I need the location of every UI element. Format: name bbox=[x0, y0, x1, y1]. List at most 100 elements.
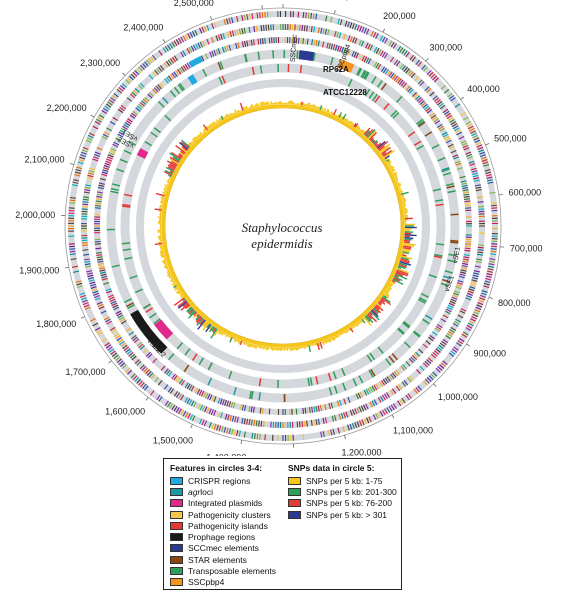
snp-bar bbox=[306, 102, 309, 107]
gene-mark bbox=[86, 177, 93, 180]
legend-swatch bbox=[170, 533, 183, 542]
snp-bar bbox=[166, 160, 177, 167]
gene-mark bbox=[143, 385, 149, 391]
gene-mark bbox=[166, 369, 171, 376]
snp-bar bbox=[182, 298, 186, 302]
gene-mark bbox=[365, 42, 369, 49]
gene-mark bbox=[442, 108, 449, 114]
gene-mark bbox=[262, 24, 265, 31]
snp-bar bbox=[377, 302, 382, 306]
snp-bar bbox=[396, 270, 408, 277]
gene-mark bbox=[173, 375, 178, 381]
coordinate-tick bbox=[488, 296, 493, 299]
gene-mark bbox=[473, 311, 480, 315]
gene-mark bbox=[471, 172, 479, 176]
gene-mark bbox=[460, 180, 467, 183]
gene-mark bbox=[258, 420, 260, 427]
snp-bar bbox=[402, 248, 411, 252]
gene-mark bbox=[246, 418, 249, 425]
snp-bar bbox=[327, 339, 331, 343]
coordinate-ticks: 1100,000200,000300,000400,000500,000600,… bbox=[15, 0, 542, 456]
snp-bar bbox=[168, 178, 171, 180]
snp-bar bbox=[174, 287, 179, 291]
gene-mark bbox=[117, 133, 124, 138]
gene-mark bbox=[132, 336, 138, 342]
gene-mark bbox=[370, 30, 375, 37]
snp-bar bbox=[394, 176, 398, 179]
gene-mark bbox=[446, 114, 453, 120]
gene-mark bbox=[206, 407, 210, 414]
gene-mark bbox=[220, 426, 224, 433]
snp-bar bbox=[244, 107, 247, 111]
gene-mark bbox=[171, 72, 176, 79]
gene-mark bbox=[488, 265, 495, 268]
snp-bar bbox=[318, 342, 321, 347]
gene-mark bbox=[365, 28, 370, 35]
gene-mark bbox=[372, 31, 377, 38]
legend-label: loci bbox=[200, 486, 214, 497]
gene-mark bbox=[211, 422, 215, 429]
snp-bar bbox=[361, 318, 366, 324]
snp-bar bbox=[158, 241, 163, 244]
gene-mark bbox=[313, 406, 316, 413]
legend-label: CRISPR regions bbox=[188, 475, 251, 486]
coordinate-tick bbox=[425, 57, 429, 62]
snp-bar bbox=[362, 317, 365, 321]
feature-mark bbox=[123, 149, 132, 155]
gene-mark bbox=[365, 388, 370, 395]
snp-bar bbox=[389, 285, 392, 288]
gene-mark bbox=[354, 37, 358, 44]
gene-mark bbox=[76, 285, 83, 289]
gene-mark bbox=[237, 42, 240, 49]
feature-mark bbox=[169, 90, 177, 98]
snp-bar bbox=[154, 208, 163, 211]
snp-bar bbox=[397, 183, 401, 186]
snp-bar bbox=[180, 150, 185, 155]
snp-bar bbox=[389, 165, 393, 169]
snp-bar bbox=[262, 101, 265, 106]
tick-label: 2,200,000 bbox=[47, 103, 87, 113]
gene-mark bbox=[486, 179, 494, 182]
gene-mark bbox=[436, 323, 443, 329]
gene-mark bbox=[333, 30, 337, 38]
legend-label: SNPs per 5 kb: 76-200 bbox=[306, 498, 392, 509]
snp-bar bbox=[180, 295, 184, 298]
gene-mark bbox=[118, 86, 124, 92]
feature-mark bbox=[333, 385, 338, 394]
gene-mark bbox=[362, 404, 367, 411]
snp-bar bbox=[366, 313, 373, 320]
features-legend-list: CRISPR regions agr loci Integrated plasmid… bbox=[170, 475, 276, 588]
gene-mark bbox=[118, 360, 124, 366]
gene-mark bbox=[347, 21, 350, 28]
snp-bar bbox=[401, 254, 407, 257]
gene-mark bbox=[248, 13, 251, 20]
gene-mark bbox=[426, 88, 432, 93]
snp-bar bbox=[168, 174, 172, 178]
gene-mark bbox=[178, 67, 184, 74]
coordinate-tick bbox=[382, 28, 386, 33]
snp-bar bbox=[191, 139, 196, 143]
features-legend-title: Features in circles 3-4: bbox=[170, 463, 263, 473]
gene-mark bbox=[461, 264, 468, 268]
gene-mark bbox=[227, 414, 230, 421]
gene-mark bbox=[190, 385, 195, 392]
gene-mark bbox=[96, 193, 103, 196]
gene-mark bbox=[228, 44, 232, 51]
gene-mark bbox=[476, 253, 483, 256]
gene-mark bbox=[390, 72, 395, 79]
snp-bar bbox=[167, 179, 170, 182]
gene-mark bbox=[178, 37, 182, 44]
feature-mark bbox=[119, 158, 128, 164]
tick-label: 1,800,000 bbox=[36, 319, 76, 329]
gene-mark bbox=[426, 69, 432, 76]
gene-mark bbox=[302, 11, 305, 19]
snp-bar bbox=[154, 242, 163, 246]
gene-mark bbox=[365, 57, 370, 64]
gene-mark bbox=[427, 357, 433, 363]
gene-mark bbox=[380, 379, 386, 386]
gene-mark bbox=[351, 50, 355, 57]
snp-bar bbox=[376, 303, 382, 308]
features-legend-item: agr loci bbox=[170, 486, 276, 497]
gene-mark bbox=[382, 378, 388, 385]
gene-mark bbox=[395, 385, 401, 392]
